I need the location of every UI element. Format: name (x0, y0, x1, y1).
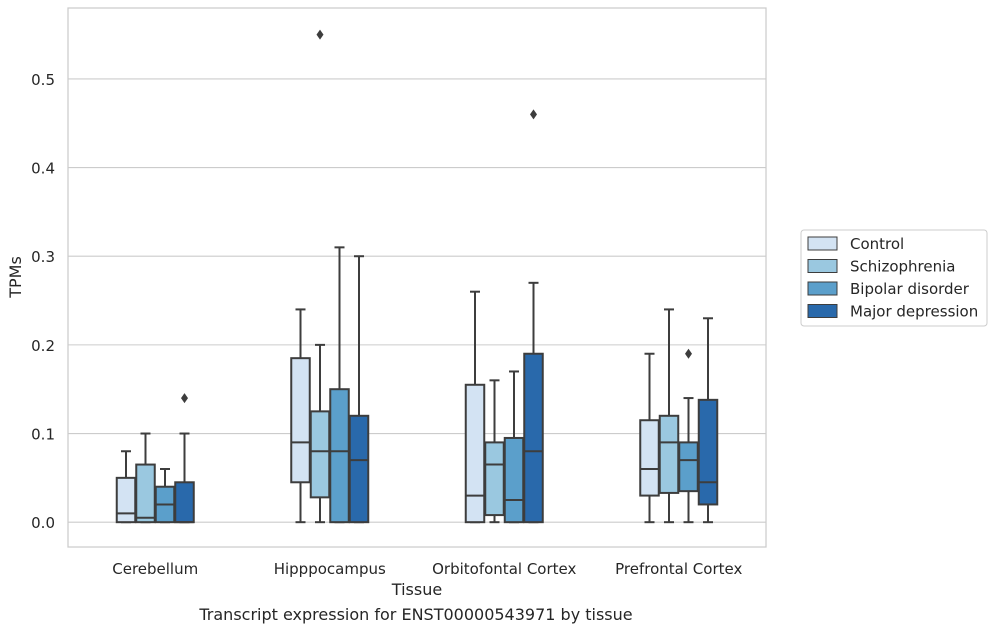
box-major-depression (697, 317, 719, 524)
legend-swatch (807, 304, 838, 318)
box-body (639, 419, 660, 497)
x-axis-label: Tissue (391, 580, 442, 599)
box-bipolar-disorder (678, 348, 699, 524)
legend-swatch (807, 236, 838, 251)
outlier-point (181, 393, 188, 404)
box-schizophrenia (484, 379, 505, 524)
box-body (290, 357, 311, 484)
legend-label: Major depression (850, 303, 978, 321)
box-body (697, 398, 719, 506)
legend-swatch (807, 281, 838, 296)
outlier-point (316, 29, 324, 40)
legend-label: Schizophrenia (850, 258, 955, 276)
tick-layer: 0.0 0.1 0.2 0.3 0.4 0.5 Cerebellum Hipppocampus… (31, 71, 742, 578)
box-body (678, 441, 699, 493)
box-control (639, 352, 660, 524)
box-body (523, 352, 544, 524)
box-body (503, 436, 525, 524)
legend-label: Control (850, 235, 904, 253)
box-major-depression (348, 255, 370, 524)
box-schizophrenia (658, 308, 680, 524)
y-tick-label: 0.3 (31, 248, 55, 266)
legend: Control Schizophrenia Bipolar disorder Majo… (800, 229, 988, 327)
box-body (658, 414, 680, 494)
x-tick-label: Cerebellum (112, 560, 198, 578)
box-schizophrenia (135, 432, 156, 524)
box-control (115, 450, 137, 524)
y-tick-label: 0.1 (31, 426, 55, 444)
box-major-depression (523, 109, 544, 524)
box-body (464, 383, 486, 524)
box-layer (115, 29, 719, 524)
box-body (309, 410, 331, 499)
y-tick-label: 0.5 (31, 71, 55, 89)
box-body (135, 463, 156, 524)
legend-frame (800, 229, 988, 327)
box-body (329, 388, 350, 524)
box-body (115, 476, 137, 524)
box-body (348, 414, 370, 524)
x-tick-label: Orbitofontal Cortex (432, 560, 576, 578)
box-bipolar-disorder (154, 467, 176, 524)
box-body (484, 441, 505, 517)
box-bipolar-disorder (329, 246, 350, 524)
box-body (174, 481, 195, 524)
y-axis-label: TPMs (6, 256, 25, 299)
y-tick-label: 0.4 (31, 160, 55, 178)
box-control (464, 290, 486, 524)
y-tick-label: 0.2 (31, 337, 55, 355)
outlier-point (685, 348, 692, 359)
plot-frame (67, 7, 767, 548)
x-tick-label: Prefrontal Cortex (615, 560, 742, 578)
box-bipolar-disorder (503, 370, 525, 524)
x-tick-label: Hipppocampus (274, 560, 386, 578)
box-schizophrenia (309, 29, 331, 524)
box-major-depression (174, 393, 195, 524)
legend-label: Bipolar disorder (850, 280, 970, 298)
outlier-point (530, 109, 537, 120)
box-control (290, 308, 311, 524)
y-tick-label: 0.0 (31, 514, 55, 532)
chart-caption: Transcript expression for ENST0000054397… (199, 605, 633, 624)
legend-swatch (807, 259, 838, 273)
